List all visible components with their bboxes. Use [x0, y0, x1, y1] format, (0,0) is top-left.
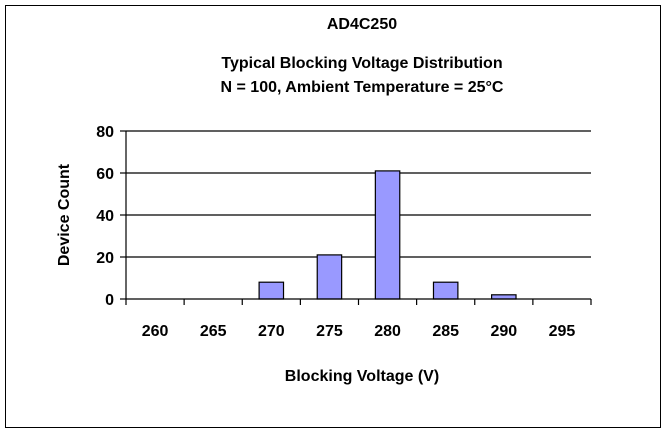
x-tick-label: 295	[549, 323, 576, 340]
x-tick-label: 260	[142, 323, 169, 340]
y-tick-label: 80	[96, 124, 114, 141]
x-tick-label: 285	[432, 323, 459, 340]
x-tick-label: 265	[200, 323, 227, 340]
chart-frame	[5, 5, 661, 428]
y-tick-labels: 0 20 40 60 80	[96, 124, 114, 309]
x-tick-label: 280	[374, 323, 401, 340]
bar-285	[432, 281, 459, 300]
y-tick-label: 60	[96, 166, 114, 183]
x-tick-label: 270	[258, 323, 285, 340]
chart-title: AD4C250	[327, 16, 397, 33]
axes	[120, 130, 592, 305]
y-axis-label: Device Count	[56, 163, 73, 266]
bar-270	[258, 281, 285, 300]
chart-subtitle-line-1: Typical Blocking Voltage Distribution	[221, 55, 502, 72]
x-tick-label: 290	[490, 323, 517, 340]
bar-290	[491, 294, 517, 300]
bar-275	[316, 254, 343, 300]
x-tick-labels: 260 265 270 275 280 285 290 295	[142, 323, 576, 340]
y-tick-label: 0	[105, 292, 114, 309]
chart-subtitle-line-2: N = 100, Ambient Temperature = 25°C	[221, 79, 504, 96]
bars	[258, 170, 517, 300]
y-tick-label: 20	[96, 250, 114, 267]
x-axis-label: Blocking Voltage (V)	[285, 368, 439, 385]
grid-lines	[126, 130, 591, 258]
x-tick-label: 275	[316, 323, 343, 340]
y-tick-label: 40	[96, 208, 114, 225]
bar-280	[374, 170, 401, 300]
